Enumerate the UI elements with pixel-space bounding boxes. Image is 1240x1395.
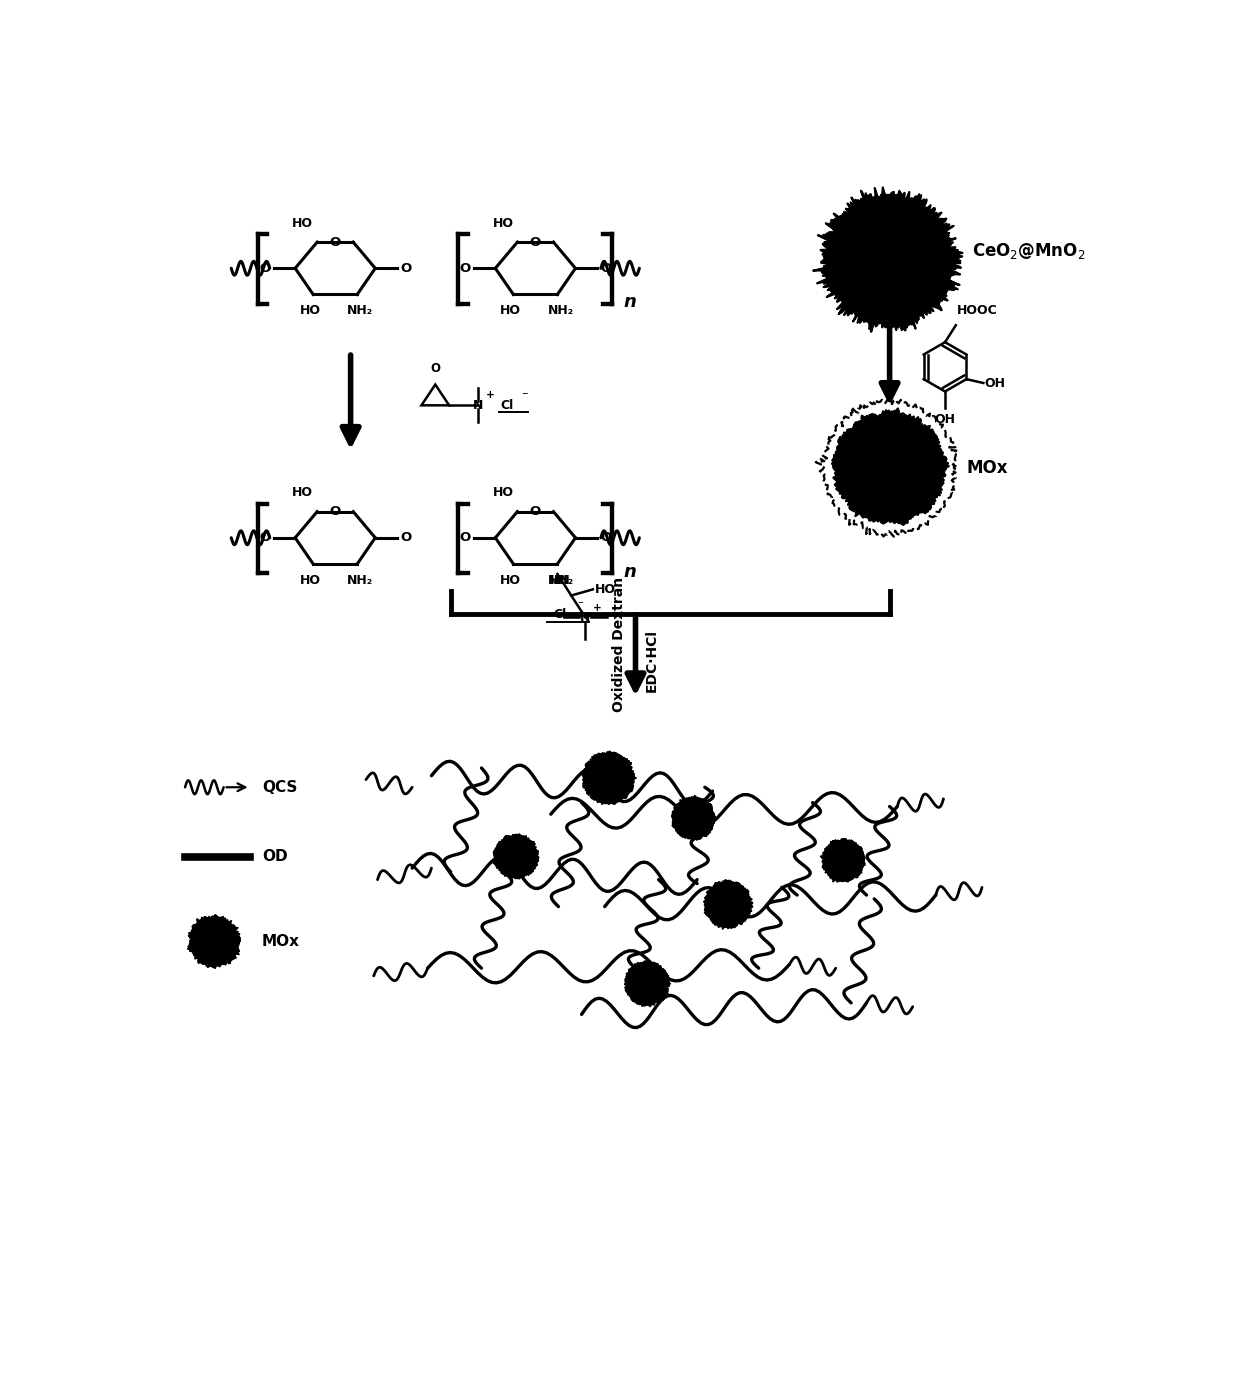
Text: NH₂: NH₂: [547, 573, 574, 587]
Polygon shape: [832, 409, 949, 525]
Text: Cl: Cl: [500, 399, 513, 412]
Text: +: +: [593, 603, 601, 612]
Text: CeO$_2$@MnO$_2$: CeO$_2$@MnO$_2$: [972, 240, 1085, 261]
Text: O: O: [529, 505, 541, 518]
Text: NH₂: NH₂: [547, 304, 574, 318]
Text: Cl: Cl: [553, 607, 567, 621]
Text: ⁻: ⁻: [522, 389, 528, 403]
Polygon shape: [704, 880, 753, 929]
Text: O: O: [259, 531, 270, 544]
Text: n: n: [624, 293, 636, 311]
Text: OH: OH: [935, 413, 956, 425]
Text: O: O: [460, 531, 471, 544]
Text: MOx: MOx: [262, 933, 300, 949]
Text: O: O: [600, 531, 611, 544]
Text: OH: OH: [985, 377, 1006, 389]
Text: HO: HO: [492, 487, 513, 499]
Text: O: O: [330, 505, 341, 518]
Text: Oxidized Dextran: Oxidized Dextran: [613, 578, 626, 713]
Polygon shape: [625, 961, 670, 1007]
Text: O: O: [430, 363, 440, 375]
Text: NH₂: NH₂: [347, 573, 373, 587]
Text: HO: HO: [500, 573, 521, 587]
Text: O: O: [399, 531, 412, 544]
Text: HO: HO: [293, 216, 314, 230]
Text: O: O: [259, 262, 270, 275]
Text: HOOC: HOOC: [956, 304, 997, 317]
Text: HO: HO: [594, 583, 615, 596]
Text: O: O: [330, 236, 341, 248]
Text: HO: HO: [492, 216, 513, 230]
Polygon shape: [821, 838, 866, 882]
Text: ⁻: ⁻: [578, 600, 584, 610]
Text: HO: HO: [300, 304, 321, 318]
Text: O: O: [460, 262, 471, 275]
Text: MOx: MOx: [967, 459, 1008, 477]
Text: HO: HO: [300, 573, 321, 587]
Polygon shape: [494, 834, 538, 879]
Text: O: O: [529, 236, 541, 248]
Text: EDC·HCl: EDC·HCl: [645, 629, 658, 692]
Polygon shape: [813, 187, 962, 332]
Text: n: n: [624, 562, 636, 580]
Polygon shape: [672, 795, 715, 840]
Text: O: O: [399, 262, 412, 275]
Text: +: +: [486, 389, 495, 399]
Polygon shape: [583, 752, 636, 805]
Text: N: N: [474, 399, 484, 412]
Text: O: O: [600, 262, 611, 275]
Text: HO: HO: [500, 304, 521, 318]
Text: N: N: [580, 611, 590, 624]
Polygon shape: [188, 915, 241, 968]
Text: QCS: QCS: [262, 780, 298, 795]
Text: OD: OD: [262, 850, 288, 864]
Text: NH₂: NH₂: [347, 304, 373, 318]
Text: HO: HO: [293, 487, 314, 499]
Text: HN: HN: [551, 573, 570, 587]
